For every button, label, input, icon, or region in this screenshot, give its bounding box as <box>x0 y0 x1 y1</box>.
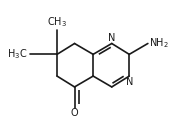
Text: NH$_2$: NH$_2$ <box>149 37 169 50</box>
Text: O: O <box>71 108 78 118</box>
Text: N: N <box>108 33 115 43</box>
Text: N: N <box>126 77 133 87</box>
Text: CH$_3$: CH$_3$ <box>47 15 67 29</box>
Text: H$_3$C: H$_3$C <box>7 48 28 61</box>
